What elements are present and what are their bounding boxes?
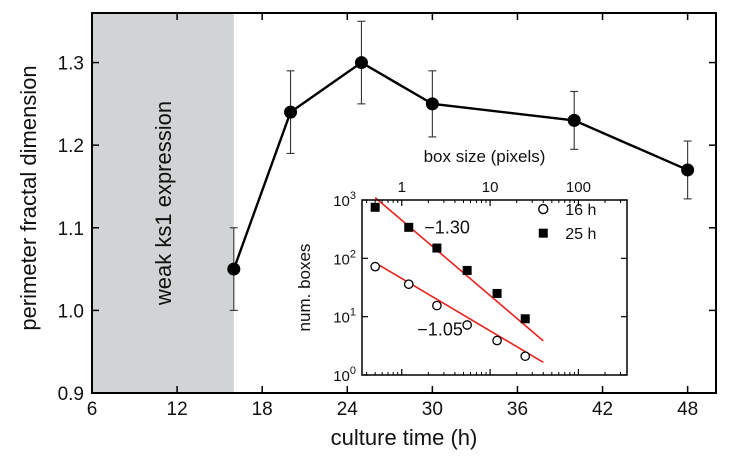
main-x-axis-title: culture time (h) xyxy=(331,425,478,450)
inset-point-16h xyxy=(462,320,472,330)
inset-point-16h xyxy=(492,335,502,346)
x-tick-label: 36 xyxy=(507,399,528,420)
main-y-axis-title: perimeter fractal dimension xyxy=(16,65,41,330)
inset-point-25h xyxy=(462,265,472,275)
inset-data-series xyxy=(370,196,544,364)
data-point xyxy=(425,97,439,111)
inset-point-25h xyxy=(492,288,502,298)
x-tick-label: 30 xyxy=(422,399,443,420)
inset-y-tick-label: 101 xyxy=(333,307,356,327)
inset-y-axis-title: num. boxes xyxy=(295,244,314,332)
main-axis-ticks: 6 12 18 24 30 36 42 48 0.9 1.0 1.1 1.2 1.3 xyxy=(58,13,716,420)
main-plot: weak ks1 expression 6 12 18 24 30 36 42 48 0.9 1.… xyxy=(16,12,717,450)
main-plot-frame xyxy=(91,12,717,394)
slope-label-16h: −1.05 xyxy=(417,320,463,340)
inset-point-25h xyxy=(404,222,414,232)
inset-x-tick-label: 100 xyxy=(566,179,591,196)
inset-point-16h xyxy=(432,300,442,311)
data-point xyxy=(227,262,241,276)
inset-point-25h xyxy=(432,243,442,253)
y-tick-label: 1.0 xyxy=(58,301,84,322)
series-line xyxy=(232,61,689,270)
x-tick-label: 18 xyxy=(252,399,273,420)
legend-marker-16h xyxy=(538,203,549,215)
y-tick-label: 1.3 xyxy=(58,54,84,75)
inset-point-16h xyxy=(403,279,414,290)
legend-label-25h: 25 h xyxy=(565,226,596,243)
data-point xyxy=(354,56,368,70)
inset-y-tick-label: 103 xyxy=(333,190,356,210)
inset-point-25h xyxy=(370,202,380,212)
inset-plot-frame xyxy=(361,199,628,376)
inset-x-tick-label: 10 xyxy=(482,179,499,196)
legend-marker-25h xyxy=(538,228,548,238)
fit-line xyxy=(374,196,544,342)
inset-point-25h xyxy=(520,314,530,324)
slope-label-25h: −1.30 xyxy=(424,217,470,237)
y-tick-label: 0.9 xyxy=(58,384,84,405)
x-tick-label: 12 xyxy=(167,399,188,420)
main-data-series xyxy=(227,20,695,311)
inset-plot: 1 10 100 100 101 102 103 box size (pixels) num… xyxy=(295,147,628,385)
x-tick-label: 48 xyxy=(677,399,698,420)
legend-label-16h: 16 h xyxy=(565,202,596,219)
x-tick-label: 42 xyxy=(592,399,613,420)
x-tick-label: 6 xyxy=(87,399,98,420)
inset-x-axis-title: box size (pixels) xyxy=(424,147,546,166)
inset-y-tick-label: 100 xyxy=(333,365,356,385)
y-tick-label: 1.1 xyxy=(58,219,84,240)
y-tick-label: 1.2 xyxy=(58,136,84,157)
data-point xyxy=(284,105,298,119)
inset-y-tick-label: 102 xyxy=(333,248,356,268)
weak-expression-region xyxy=(92,13,234,393)
x-tick-label: 24 xyxy=(337,399,359,420)
inset-legend: 16 h 25 h xyxy=(538,202,596,243)
inset-point-16h xyxy=(520,351,531,362)
weak-expression-label: weak ks1 expression xyxy=(151,101,176,306)
fit-line xyxy=(374,262,544,364)
data-point xyxy=(567,113,581,127)
data-point xyxy=(681,163,695,177)
inset-x-tick-label: 1 xyxy=(398,179,406,196)
inset-point-16h xyxy=(370,261,381,272)
